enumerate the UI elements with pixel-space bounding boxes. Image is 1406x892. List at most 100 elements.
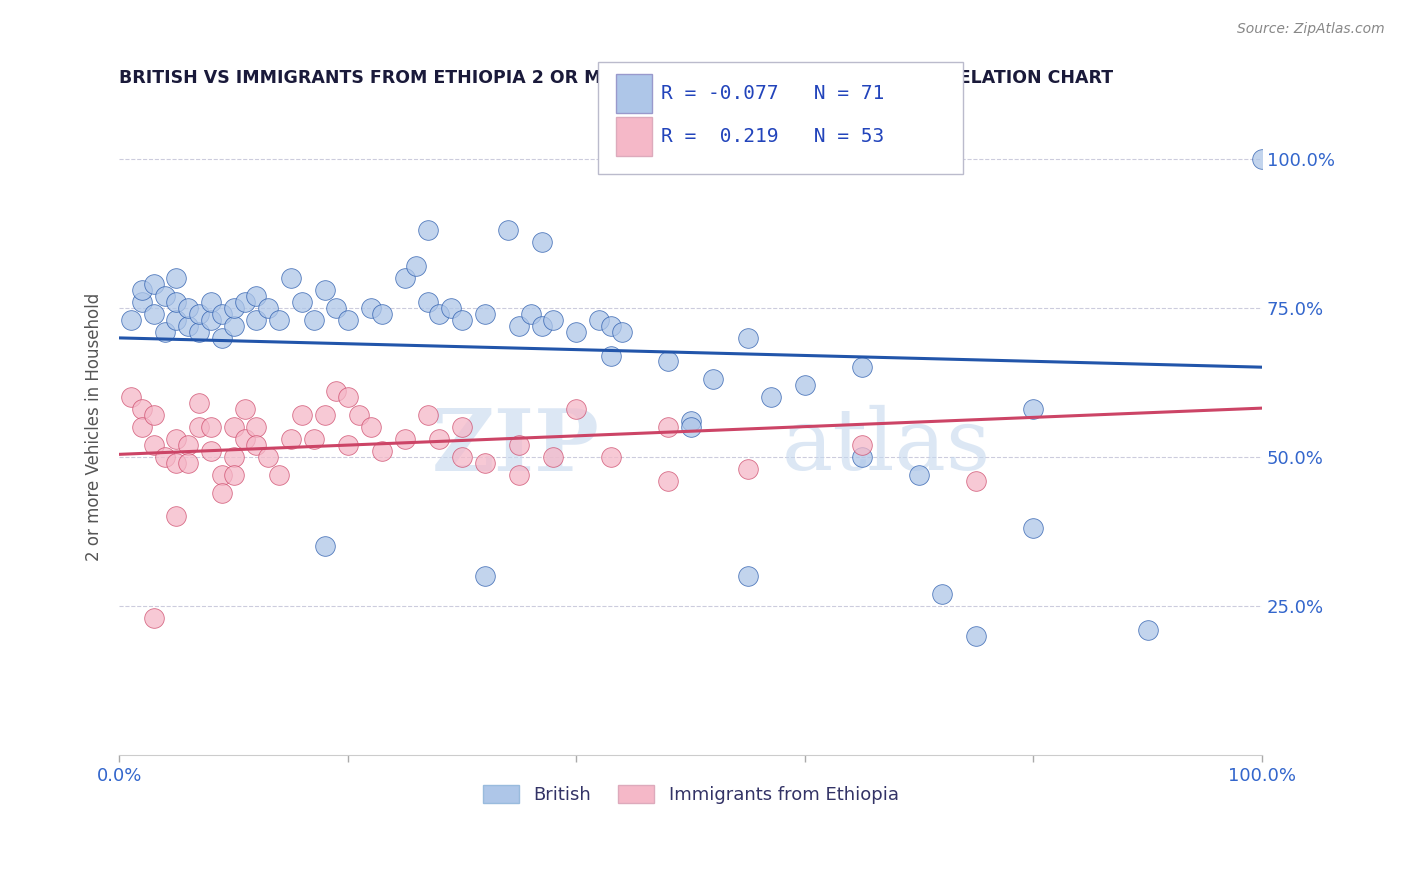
Point xyxy=(427,307,450,321)
Point xyxy=(131,402,153,417)
Point xyxy=(496,223,519,237)
Point xyxy=(360,301,382,315)
Point xyxy=(120,312,142,326)
Point xyxy=(965,629,987,643)
Point xyxy=(120,390,142,404)
Point xyxy=(931,587,953,601)
Point xyxy=(256,450,278,464)
Legend: British, Immigrants from Ethiopia: British, Immigrants from Ethiopia xyxy=(475,778,905,812)
Point xyxy=(142,307,165,321)
Point xyxy=(1251,152,1274,166)
Point xyxy=(280,271,302,285)
Point xyxy=(1136,623,1159,637)
Point xyxy=(256,301,278,315)
Point xyxy=(165,509,187,524)
Point xyxy=(1022,521,1045,535)
Point xyxy=(142,408,165,422)
Point xyxy=(965,474,987,488)
Point xyxy=(347,408,370,422)
Point xyxy=(291,294,314,309)
Point xyxy=(679,420,702,434)
Point xyxy=(314,283,336,297)
Point xyxy=(200,312,222,326)
Point xyxy=(405,259,427,273)
Point xyxy=(474,307,496,321)
Point xyxy=(360,420,382,434)
Point xyxy=(222,318,245,333)
Point xyxy=(474,456,496,470)
Point xyxy=(165,432,187,446)
Point xyxy=(142,438,165,452)
Point xyxy=(165,456,187,470)
Point xyxy=(543,312,565,326)
Point xyxy=(737,569,759,583)
Point xyxy=(702,372,724,386)
Point xyxy=(302,432,325,446)
Point xyxy=(222,301,245,315)
Point xyxy=(245,289,267,303)
Point xyxy=(291,408,314,422)
Point xyxy=(188,325,211,339)
Point xyxy=(657,420,679,434)
Point xyxy=(759,390,782,404)
Point xyxy=(188,396,211,410)
Point xyxy=(908,467,931,482)
Point xyxy=(371,307,394,321)
Point xyxy=(371,443,394,458)
Point xyxy=(543,450,565,464)
Text: Source: ZipAtlas.com: Source: ZipAtlas.com xyxy=(1237,22,1385,37)
Point xyxy=(188,307,211,321)
Point xyxy=(336,438,359,452)
Point xyxy=(165,294,187,309)
Point xyxy=(427,432,450,446)
Point xyxy=(131,283,153,297)
Point xyxy=(131,294,153,309)
Point xyxy=(177,301,200,315)
Y-axis label: 2 or more Vehicles in Household: 2 or more Vehicles in Household xyxy=(86,293,103,561)
Text: ZIP: ZIP xyxy=(432,405,599,489)
Point xyxy=(565,402,588,417)
Point xyxy=(451,312,474,326)
Point xyxy=(200,420,222,434)
Point xyxy=(451,450,474,464)
Point xyxy=(153,450,176,464)
Text: R =  0.219   N = 53: R = 0.219 N = 53 xyxy=(661,127,884,146)
Point xyxy=(177,438,200,452)
Point xyxy=(394,432,416,446)
Point xyxy=(165,271,187,285)
Point xyxy=(679,414,702,428)
Point xyxy=(610,325,633,339)
Point xyxy=(599,450,621,464)
Point xyxy=(233,432,256,446)
Point xyxy=(737,331,759,345)
Point xyxy=(588,312,610,326)
Point xyxy=(188,420,211,434)
Point xyxy=(142,611,165,625)
Point xyxy=(519,307,541,321)
Point xyxy=(851,438,873,452)
Point xyxy=(131,420,153,434)
Point xyxy=(245,438,267,452)
Point xyxy=(314,408,336,422)
Point xyxy=(153,289,176,303)
Point xyxy=(211,485,233,500)
Point xyxy=(200,443,222,458)
Point xyxy=(211,307,233,321)
Point xyxy=(314,539,336,553)
Text: BRITISH VS IMMIGRANTS FROM ETHIOPIA 2 OR MORE VEHICLES IN HOUSEHOLD CORRELATION : BRITISH VS IMMIGRANTS FROM ETHIOPIA 2 OR… xyxy=(120,69,1114,87)
Point xyxy=(1022,402,1045,417)
Point xyxy=(325,384,347,399)
Point xyxy=(233,402,256,417)
Point xyxy=(302,312,325,326)
Point xyxy=(599,349,621,363)
Point xyxy=(233,294,256,309)
Point xyxy=(531,318,554,333)
Point xyxy=(451,420,474,434)
Text: R = -0.077   N = 71: R = -0.077 N = 71 xyxy=(661,84,884,103)
Text: atlas: atlas xyxy=(782,405,991,488)
Point xyxy=(440,301,463,315)
Point xyxy=(222,450,245,464)
Point xyxy=(474,569,496,583)
Point xyxy=(336,390,359,404)
Point xyxy=(336,312,359,326)
